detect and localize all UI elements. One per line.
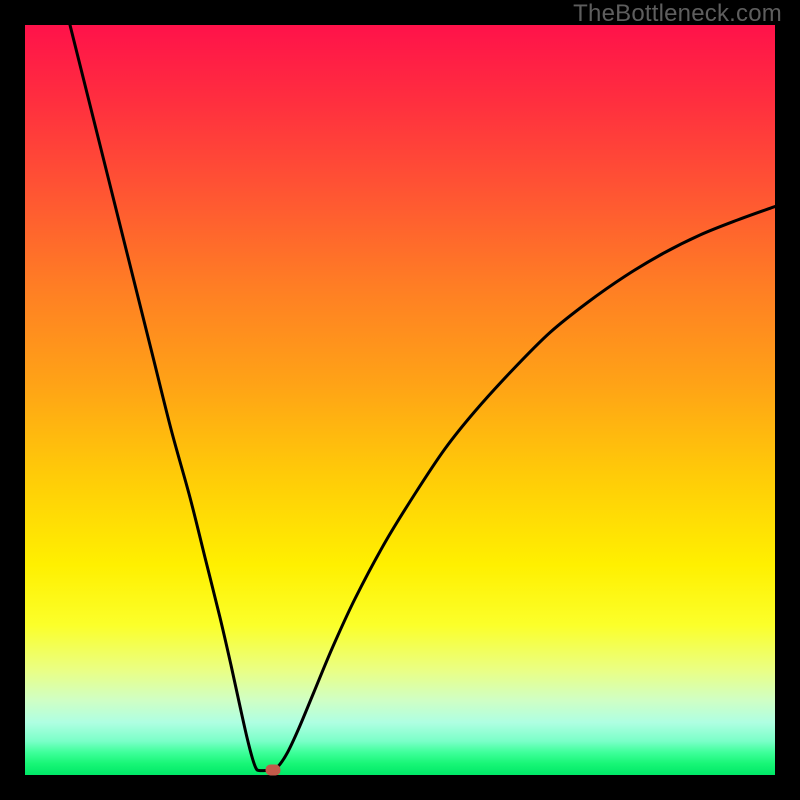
chart-stage: TheBottleneck.com (0, 0, 800, 800)
watermark-text: TheBottleneck.com (573, 0, 782, 28)
bottleneck-curve (25, 25, 775, 775)
optimal-point-marker (265, 764, 280, 775)
plot-frame (0, 0, 800, 800)
